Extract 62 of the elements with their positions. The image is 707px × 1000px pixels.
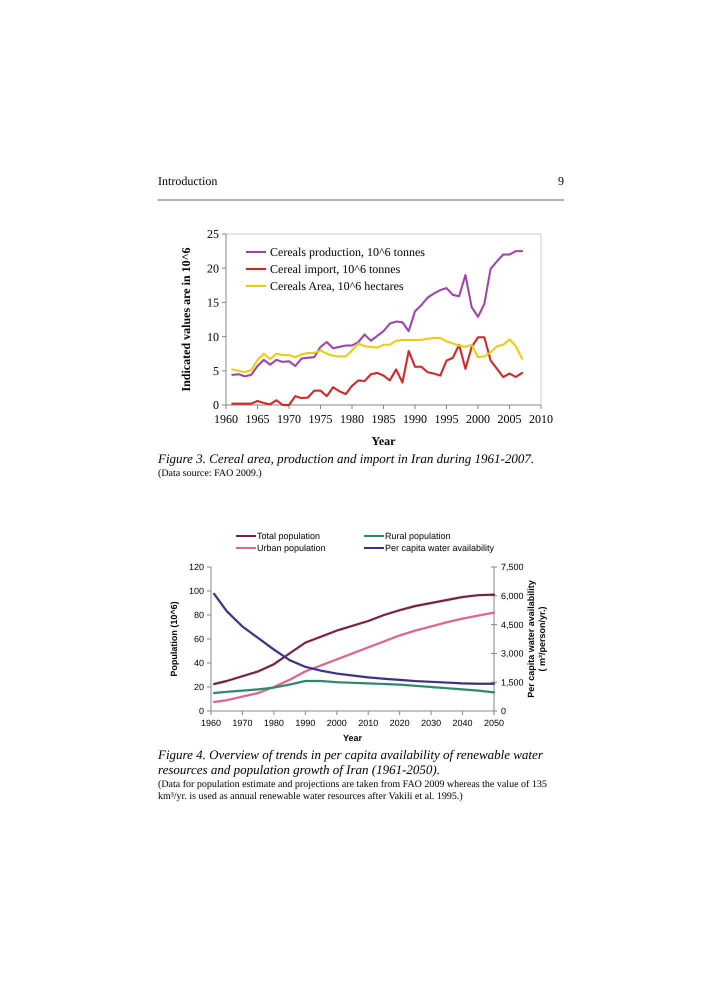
y-tick-label: 10 (207, 330, 219, 344)
y-tick-label: 100 (188, 586, 204, 596)
y-tick-label: 15 (207, 296, 219, 310)
line-series (213, 612, 496, 704)
y-axis-title: Population (10^6) (169, 601, 179, 677)
x-tick-label: 2030 (421, 718, 442, 728)
line-series (231, 336, 524, 374)
y2-axis-title: Per capita water availability ( m³/person/yr.) (526, 580, 547, 698)
x-tick-label: 1990 (403, 412, 427, 426)
legend-label: Per capita water availability (385, 543, 495, 553)
x-tick-label: 2005 (498, 412, 522, 426)
legend-label: Rural population (385, 531, 451, 541)
y-axis-title: Indicated values are in 10^6 (179, 247, 193, 392)
text: (Data for population estimate and projections are taken from FAO 2009 whereas the value of 135 km³/yr. is used as annual renewable water resources after Vakili et al. 1995.) (158, 779, 547, 802)
x-tick-label: 1995 (434, 412, 458, 426)
x-tick-label: 2050 (484, 718, 504, 728)
y-tick-label: 20 (194, 682, 204, 692)
y2-tick-label: 4,500 (501, 620, 524, 630)
x-tick-label: 1985 (372, 412, 396, 426)
x-tick-label: 1970 (277, 412, 301, 426)
y2-tick-label: 3,000 (501, 648, 524, 659)
x-tick-label: 1970 (232, 718, 252, 728)
y-tick-label: 20 (207, 261, 219, 276)
y-tick-label: 5 (213, 364, 219, 378)
x-axis-title: Year (342, 733, 362, 743)
x-tick-label: 2000 (466, 412, 490, 426)
x-tick-label: 2020 (390, 718, 410, 728)
y2-tick-label: 7,500 (501, 562, 524, 572)
x-tick-label: 1980 (264, 718, 284, 728)
x-tick-label: 1965 (246, 412, 270, 426)
legend-label: Total population (257, 531, 320, 541)
text: 9 (558, 174, 564, 188)
x-tick-label: 1975 (308, 412, 332, 426)
x-tick-label: 2010 (529, 412, 553, 426)
y-tick-label: 120 (188, 562, 204, 572)
x-tick-label: 1990 (295, 718, 316, 728)
line-series (231, 336, 524, 406)
y-tick-label: 80 (194, 610, 204, 620)
x-axis-title: Year (372, 434, 396, 448)
x-tick-label: 1960 (200, 718, 222, 728)
x-tick-label: 2000 (326, 718, 347, 728)
y-tick-label: 0 (198, 706, 204, 716)
y-tick-label: 0 (213, 398, 219, 412)
text: Figure 3. Cereal area, production and import in Iran during 1961-2007. (157, 451, 534, 466)
legend-label: Cereal import, 10^6 tonnes (270, 262, 401, 276)
text: (Data source: FAO 2009.) (158, 468, 262, 479)
y2-tick-label: 1,500 (501, 677, 524, 688)
y-tick-label: 40 (194, 658, 204, 668)
legend-label: Cereals production, 10^6 tonnes (270, 245, 426, 259)
text: Introduction (158, 174, 218, 188)
x-tick-label: 2010 (358, 718, 378, 728)
legend-label: Urban population (257, 543, 326, 553)
text: Figure 4. Overview of trends in per capita availability of renewable water resources and population growth of Iran (1961-2050). (157, 747, 544, 777)
x-tick-label: 1960 (214, 412, 238, 426)
y2-tick-label: 0 (501, 706, 506, 716)
y-tick-label: 60 (194, 634, 204, 644)
y2-tick-label: 6,000 (501, 590, 524, 601)
legend-label: Cereals Area, 10^6 hectares (270, 279, 404, 293)
x-tick-label: 2040 (452, 718, 473, 728)
y-tick-label: 25 (207, 227, 219, 242)
line-series (213, 680, 496, 694)
x-tick-label: 1980 (340, 412, 364, 426)
